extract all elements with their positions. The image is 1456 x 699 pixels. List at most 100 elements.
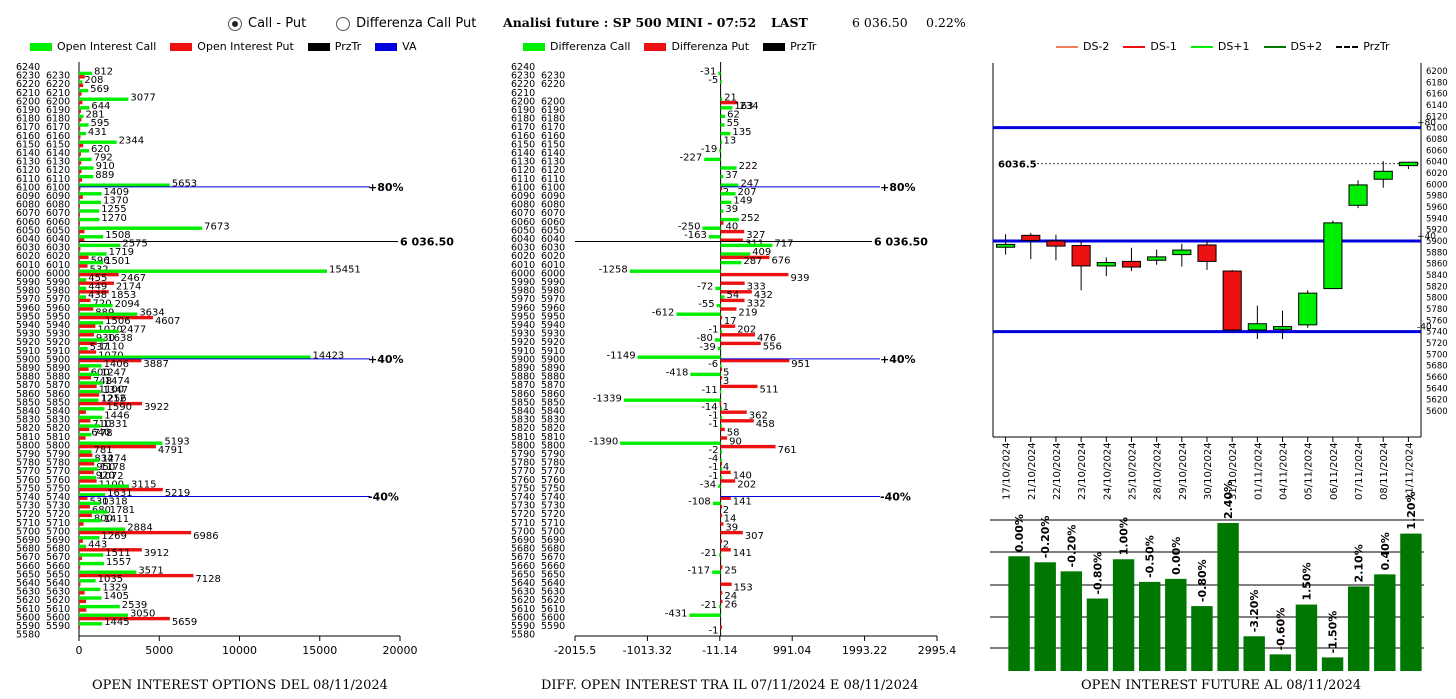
call-value-label: 1405 xyxy=(104,591,129,602)
call-bar xyxy=(79,518,102,523)
call-bar xyxy=(79,544,87,549)
put-bar xyxy=(79,92,82,96)
radio-difference[interactable]: Differenza Call Put xyxy=(336,16,476,31)
y-tick-label: 5980 xyxy=(511,286,535,297)
diff-call-bar xyxy=(704,157,721,162)
y-tick-label: 5660 xyxy=(1426,373,1448,383)
call-bar xyxy=(79,278,87,282)
diff-put-bar xyxy=(720,315,723,320)
call-bar xyxy=(79,398,99,402)
diff-put-label: 476 xyxy=(757,333,776,344)
strike-label: 5850 xyxy=(46,397,70,408)
diff-call-bar xyxy=(720,252,751,256)
diff-call-bar xyxy=(702,226,721,230)
y-tick-label: 5690 xyxy=(16,535,40,546)
diff-call-label: -6 xyxy=(708,359,718,370)
call-bar xyxy=(79,596,102,600)
call-value-label: 3634 xyxy=(139,307,164,318)
put-bar xyxy=(79,462,95,466)
radio-call-put[interactable]: Call - Put xyxy=(228,16,306,31)
put-bar xyxy=(79,255,89,260)
put-bar xyxy=(79,135,81,139)
call-value-label: 2477 xyxy=(121,325,146,336)
y-tick-label: 6080 xyxy=(16,200,40,211)
call-value-label: 1506 xyxy=(105,316,130,327)
diff-call-label: 135 xyxy=(732,127,751,138)
diff-call-label: 222 xyxy=(739,161,758,172)
last-value: 6 036.50 xyxy=(852,15,908,30)
call-value-label: 889 xyxy=(95,170,114,181)
change-label: 1.00% xyxy=(1118,517,1131,555)
call-bar xyxy=(79,467,98,471)
diff-put-label: 17 xyxy=(724,316,737,327)
diff-call-bar xyxy=(720,209,724,213)
call-value-label: 1406 xyxy=(104,359,129,370)
y-tick-label: 5780 xyxy=(16,458,40,469)
strike-label: 5820 xyxy=(46,423,70,434)
va-label: +40% xyxy=(880,353,916,366)
call-bar xyxy=(79,372,100,377)
call-value-label: 3115 xyxy=(131,479,156,490)
put-bar xyxy=(79,290,109,294)
call-value-label: 1411 xyxy=(104,514,129,525)
diff-put-label: 458 xyxy=(756,419,775,430)
call-value-label: 569 xyxy=(90,84,109,95)
y-tick-label: 5740 xyxy=(1426,328,1448,338)
put-value-label: 2174 xyxy=(116,282,141,293)
call-value-label: 1072 xyxy=(98,471,123,482)
diff-put-bar xyxy=(720,427,725,432)
diff-call-bar xyxy=(720,200,732,205)
diff-call-bar xyxy=(714,338,721,342)
strike-label: 5860 xyxy=(541,389,565,400)
change-label: 2.40% xyxy=(1222,481,1235,519)
put-bar xyxy=(79,427,90,432)
strike-label: 5720 xyxy=(46,509,70,520)
call-bar xyxy=(79,407,105,411)
put-bar xyxy=(79,393,100,397)
strike-label: 5840 xyxy=(46,406,70,417)
put-bar xyxy=(79,169,82,174)
diff-call-label: -117 xyxy=(687,565,710,576)
y-tick-label: 5820 xyxy=(16,423,40,434)
y-tick-label: 5630 xyxy=(511,587,535,598)
legend-item-prztr-dashed: PrzTr xyxy=(1336,40,1390,53)
diff-call-bar xyxy=(720,131,731,136)
x-tick-label: 08/11/2024 xyxy=(1379,442,1390,500)
diff-call-bar xyxy=(629,269,721,273)
candle-body xyxy=(1247,323,1267,331)
strike-label: 6040 xyxy=(541,234,565,245)
put-bar xyxy=(79,83,84,88)
strike-label: 5990 xyxy=(46,277,70,288)
strike-label: 6060 xyxy=(541,217,565,228)
y-tick-label: 5840 xyxy=(1426,271,1448,281)
y-tick-label: 6030 xyxy=(16,243,40,254)
diff-put-label: 141 xyxy=(733,548,752,559)
put-bar xyxy=(79,75,85,79)
y-tick-label: 5790 xyxy=(511,449,535,460)
call-value-label: 431 xyxy=(88,127,107,138)
diff-put-label: 951 xyxy=(791,359,810,370)
put-bar xyxy=(79,152,81,156)
diff-put-bar xyxy=(720,307,737,311)
call-value-label: 7673 xyxy=(204,221,229,232)
y-tick-label: 5710 xyxy=(511,518,535,529)
y-tick-label: 5910 xyxy=(511,346,535,357)
call-value-label: 1255 xyxy=(101,204,126,215)
diff-call-label: -5 xyxy=(708,75,718,86)
strike-label: 5710 xyxy=(541,518,565,529)
put-value-label: 600 xyxy=(91,368,110,379)
strike-label: 6230 xyxy=(46,71,70,82)
strike-label: 6190 xyxy=(541,105,565,116)
change-bar xyxy=(1112,559,1135,671)
change-bar xyxy=(1269,654,1292,671)
y-tick-label: 5660 xyxy=(16,561,40,572)
y-tick-label: 6200 xyxy=(1426,67,1448,77)
diff-call-bar xyxy=(720,424,723,428)
strike-label: 6050 xyxy=(46,225,70,236)
call-value-label: 3571 xyxy=(138,565,163,576)
diff-call-bar xyxy=(720,407,723,411)
diff-call-bar xyxy=(720,260,742,265)
put-bar xyxy=(79,616,170,621)
va-label: -40% xyxy=(880,491,911,504)
change-label: -0.50% xyxy=(1144,535,1157,578)
